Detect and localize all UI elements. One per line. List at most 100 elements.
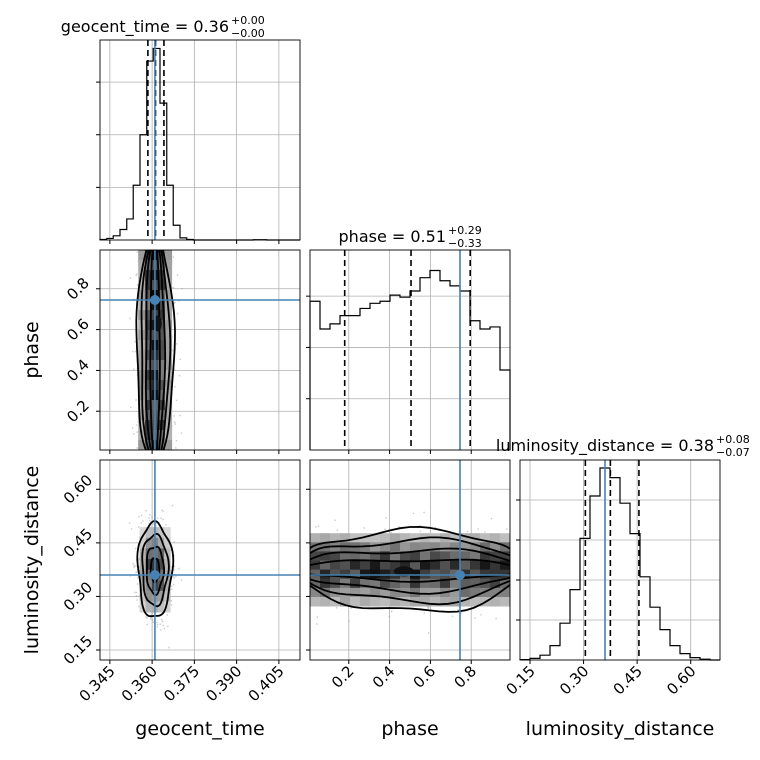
truth-point-2	[455, 570, 465, 580]
contour-1-2	[141, 533, 170, 608]
density-bin-2-12-2	[430, 551, 441, 561]
density-bin-1-3-3	[158, 559, 165, 570]
density-bin-2-11-1	[420, 542, 431, 552]
density-bin-2-18-1	[490, 542, 501, 552]
ytick-label-luminosity_distance-0: 0.15	[60, 632, 96, 668]
ylabel-luminosity-distance: luminosity_distance	[21, 466, 43, 655]
title-luminosity-distance-sub: −0.07	[716, 446, 750, 459]
density-bin-2-13-7	[440, 597, 451, 607]
contour-2-0	[310, 558, 510, 583]
density-bin-2-15-1	[460, 542, 471, 552]
density-bin-2-18-0	[490, 533, 501, 543]
density-bin-0-4-4	[165, 290, 173, 301]
density-bin-2-15-2	[460, 551, 471, 561]
truth-point-0	[149, 295, 160, 305]
density-bin-2-4-3	[350, 560, 361, 570]
density-bin-2-16-2	[470, 551, 481, 561]
axis-labels-layer: geocent_time phase luminosity_distance p…	[21, 321, 714, 740]
xlabel-geocent-time: geocent_time	[135, 718, 264, 740]
density-bin-1-1-0	[145, 527, 153, 539]
mode-2	[393, 566, 414, 577]
density-bin-2-14-6	[450, 587, 461, 598]
density-bin-2-6-6	[370, 587, 381, 598]
contour-1-1	[145, 545, 165, 597]
density-bin-0-1-13	[144, 380, 152, 391]
density-bin-1-0-0	[139, 527, 147, 539]
density-bin-0-3-1	[158, 260, 166, 271]
density-bin-2-8-1	[390, 542, 401, 552]
density-bin-2-7-6	[380, 587, 391, 598]
density-bin-0-3-7	[158, 320, 166, 331]
density-bin-2-9-7	[400, 597, 411, 607]
density-bin-2-4-5	[350, 578, 361, 589]
density-bin-2-17-6	[480, 587, 491, 598]
density-bin-0-4-11	[165, 360, 173, 371]
density-bin-1-4-0	[164, 527, 171, 539]
density-bin-2-0-6	[310, 587, 321, 598]
density-bin-0-3-10	[158, 350, 166, 361]
density-bin-0-4-0	[165, 250, 173, 261]
xtick-label-luminosity_distance-1: 0.30	[556, 662, 592, 698]
joint-density-geocent_time-phase	[100, 250, 300, 450]
density-bin-2-9-3	[400, 560, 411, 570]
xtick-label-luminosity_distance-2: 0.45	[610, 662, 646, 698]
density-bin-2-0-2	[310, 551, 321, 561]
density-bin-0-0-1	[138, 260, 146, 271]
density-bin-2-1-0	[320, 533, 331, 543]
density-bin-2-9-5	[400, 578, 411, 589]
density-bin-0-3-8	[158, 330, 166, 341]
density-bin-2-3-0	[340, 533, 351, 543]
joint-density-phase-luminosity_distance	[310, 460, 510, 660]
density-bin-1-3-5	[158, 580, 165, 592]
density-bin-1-3-6	[158, 590, 165, 602]
title-phase-sub: −0.33	[448, 237, 482, 250]
title-geocent-time-sub: −0.00	[231, 27, 265, 40]
density-bin-0-3-6	[158, 310, 166, 321]
density-bin-1-3-1	[158, 537, 165, 549]
panel-frame-luminosity_distance	[519, 459, 721, 661]
density-bin-2-2-0	[330, 533, 341, 543]
contour-1-3	[136, 519, 175, 618]
density-bin-2-13-1	[440, 542, 451, 552]
contour-0-2	[140, 250, 172, 450]
density-bin-1-4-1	[164, 537, 171, 549]
density-bin-2-1-3	[320, 560, 331, 570]
density-bin-2-7-7	[380, 597, 391, 607]
joint-density-geocent_time-luminosity_distance	[100, 460, 300, 660]
density-bin-2-12-7	[430, 597, 441, 607]
title-geocent-time: geocent_time = 0.36	[61, 17, 229, 37]
density-bin-2-9-1	[400, 542, 411, 552]
density-bin-0-1-11	[144, 360, 152, 371]
density-bin-2-16-1	[470, 542, 481, 552]
density-bin-0-3-5	[158, 300, 166, 311]
density-bin-2-6-3	[370, 560, 381, 570]
density-bin-2-10-1	[410, 542, 421, 552]
density-bin-2-12-3	[430, 560, 441, 570]
xtick-label-phase-1: 0.4	[369, 662, 399, 692]
contour-0-3	[135, 250, 176, 450]
density-bin-0-1-4	[144, 290, 152, 301]
panel-frame-geocent_time-phase	[99, 249, 301, 451]
title-luminosity-distance-sup: +0.08	[716, 433, 750, 446]
density-bin-2-0-5	[310, 578, 321, 589]
density-bin-2-7-2	[380, 551, 391, 561]
density-bin-2-16-3	[470, 560, 481, 570]
density-bin-2-18-7	[490, 597, 501, 607]
density-bin-2-18-5	[490, 578, 501, 589]
histogram-geocent_time	[99, 47, 300, 241]
contour-0-0	[149, 250, 161, 450]
density-bin-2-14-0	[450, 533, 461, 543]
density-bin-0-1-19	[144, 440, 152, 450]
density-bin-2-5-3	[360, 560, 371, 570]
density-bin-2-16-7	[470, 597, 481, 607]
density-bin-2-19-2	[500, 551, 510, 561]
xtick-label-phase-0: 0.2	[328, 662, 358, 692]
density-bin-2-9-2	[400, 551, 411, 561]
density-bin-2-9-0	[400, 533, 411, 543]
density-bin-2-4-2	[350, 551, 361, 561]
density-bin-0-0-17	[138, 420, 146, 431]
density-bin-2-11-5	[420, 578, 431, 589]
density-bin-2-13-3	[440, 560, 451, 570]
density-bin-2-15-7	[460, 597, 471, 607]
density-bin-2-1-2	[320, 551, 331, 561]
